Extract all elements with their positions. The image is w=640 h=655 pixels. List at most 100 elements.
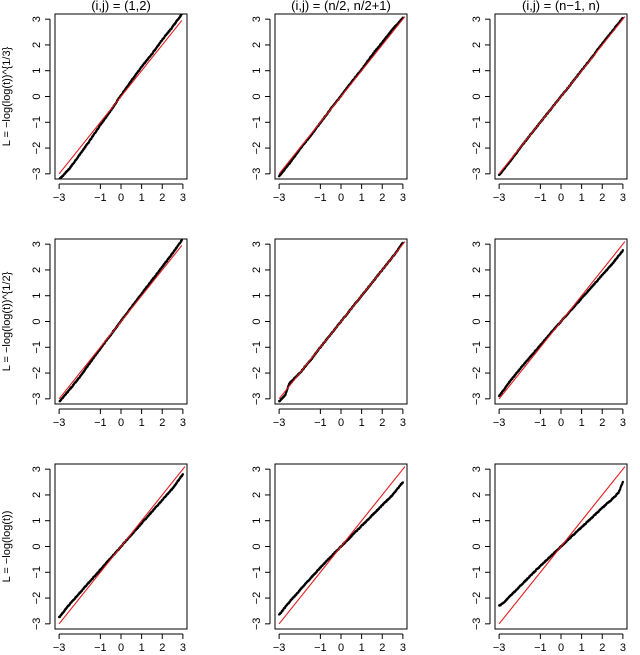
x-tick-label: 3 <box>400 642 406 654</box>
x-tick-label: 0 <box>338 192 344 204</box>
y-tick-label: −2 <box>471 592 483 605</box>
panel-row1-col1: −3 −1 0 1 2 3 −3 −2 −1 0 1 2 3 (i,j) = (1,2) L = −log(… <box>1 0 188 204</box>
y-tick-label: 0 <box>251 543 263 549</box>
reference-line <box>58 245 183 400</box>
y-tick-label: 2 <box>251 42 263 48</box>
x-tick-label: −1 <box>314 417 327 429</box>
row-ylabel: L = −log(log(t))^{1/2} <box>1 271 13 371</box>
plot-frame <box>494 13 628 180</box>
x-tick-label: 2 <box>159 642 165 654</box>
y-tick-label: −2 <box>31 367 43 380</box>
x-tick-label: −3 <box>53 192 66 204</box>
x-tick-label: −3 <box>493 192 506 204</box>
qq-point <box>621 249 625 252</box>
panel-row2-col1: −3 −1 0 1 2 3 −3 −2 −1 0 1 2 3 L = −log(log(t))^{1/2} <box>1 238 188 429</box>
row-ylabel: L = −log(log(t)) <box>1 511 13 583</box>
plot-frame <box>54 238 188 405</box>
x-tick-label: 1 <box>579 192 585 204</box>
reference-line <box>58 466 186 625</box>
y-tick-label: −2 <box>251 142 263 155</box>
y-tick-label: 0 <box>31 318 43 324</box>
x-tick-label: 1 <box>359 192 365 204</box>
plot-frame <box>54 463 188 630</box>
y-tick-label: 0 <box>251 318 263 324</box>
x-tick-label: 2 <box>379 417 385 429</box>
y-tick-label: −3 <box>31 168 43 181</box>
y-tick-label: 1 <box>251 293 263 299</box>
panel-row3-col2: −3 −1 0 1 2 3 −3 −2 −1 0 1 2 3 <box>251 463 408 654</box>
x-tick-label: 1 <box>359 417 365 429</box>
panel-row1-col2: −3 −1 0 1 2 3 −3 −2 −1 0 1 2 3 (i,j) = (n/2, n/2+1) <box>251 0 408 204</box>
y-tick-label: −1 <box>251 341 263 354</box>
plot-frame <box>274 238 408 405</box>
x-tick-label: 2 <box>599 642 605 654</box>
y-tick-label: −1 <box>31 116 43 129</box>
x-tick-label: 0 <box>558 192 564 204</box>
y-tick-label: −3 <box>251 618 263 631</box>
row-ylabel: L = −log(log(t))^{1/3} <box>1 46 13 146</box>
y-tick-label: −3 <box>471 618 483 631</box>
x-tick-label: 2 <box>599 417 605 429</box>
x-tick-label: 0 <box>338 417 344 429</box>
x-tick-label: 3 <box>400 192 406 204</box>
x-tick-label: 3 <box>620 417 626 429</box>
y-tick-label: 3 <box>471 16 483 22</box>
plot-frame <box>494 463 628 630</box>
x-tick-label: 2 <box>599 192 605 204</box>
plot-frame <box>494 238 628 405</box>
x-tick-label: −1 <box>534 417 547 429</box>
x-tick-label: 2 <box>159 192 165 204</box>
y-tick-label: −1 <box>471 116 483 129</box>
y-tick-label: −3 <box>471 393 483 406</box>
qq-point <box>180 239 183 242</box>
y-tick-label: 1 <box>471 518 483 524</box>
y-tick-label: 2 <box>251 492 263 498</box>
y-tick-label: −3 <box>31 618 43 631</box>
x-tick-label: −3 <box>273 417 286 429</box>
plot-area <box>57 466 186 625</box>
plot-area <box>277 16 406 178</box>
y-tick-label: −3 <box>251 393 263 406</box>
x-tick-label: 3 <box>400 417 406 429</box>
y-tick-label: 2 <box>31 267 43 273</box>
panel-row3-col1: −3 −1 0 1 2 3 −3 −2 −1 0 1 2 3 L = −log(log(t)) <box>1 463 188 654</box>
x-tick-label: 1 <box>139 642 145 654</box>
reference-line <box>498 241 626 400</box>
reference-line <box>278 466 406 625</box>
x-tick-label: 2 <box>379 642 385 654</box>
plot-frame <box>274 463 408 630</box>
y-tick-label: 0 <box>471 93 483 99</box>
y-tick-label: −2 <box>31 142 43 155</box>
y-tick-label: 2 <box>31 42 43 48</box>
x-tick-label: 0 <box>118 192 124 204</box>
panel-row1-col3: −3 −1 0 1 2 3 −3 −2 −1 0 1 2 3 (i,j) = (n−1, n) <box>471 0 628 204</box>
x-tick-label: 1 <box>139 417 145 429</box>
qq-point <box>180 14 183 16</box>
y-tick-label: 3 <box>471 241 483 247</box>
x-tick-label: −3 <box>273 642 286 654</box>
x-tick-label: 3 <box>180 642 186 654</box>
plot-area <box>497 241 626 400</box>
plot-area <box>58 239 183 403</box>
y-tick-label: 1 <box>31 518 43 524</box>
y-tick-label: 2 <box>471 267 483 273</box>
y-tick-label: 0 <box>471 543 483 549</box>
y-tick-label: 3 <box>31 241 43 247</box>
y-tick-label: 3 <box>31 466 43 472</box>
y-tick-label: 1 <box>251 518 263 524</box>
y-tick-label: −1 <box>471 341 483 354</box>
y-tick-label: 2 <box>251 267 263 273</box>
x-tick-label: 1 <box>359 642 365 654</box>
y-tick-label: 3 <box>31 16 43 22</box>
y-tick-label: 2 <box>471 42 483 48</box>
y-tick-label: −3 <box>471 168 483 181</box>
y-tick-label: −1 <box>251 566 263 579</box>
y-tick-label: 0 <box>31 543 43 549</box>
y-tick-label: −1 <box>251 116 263 129</box>
y-tick-label: −3 <box>251 168 263 181</box>
y-tick-label: −1 <box>31 341 43 354</box>
x-tick-label: 2 <box>379 192 385 204</box>
x-tick-label: 2 <box>159 417 165 429</box>
x-tick-label: −1 <box>314 192 327 204</box>
y-tick-label: −2 <box>471 367 483 380</box>
